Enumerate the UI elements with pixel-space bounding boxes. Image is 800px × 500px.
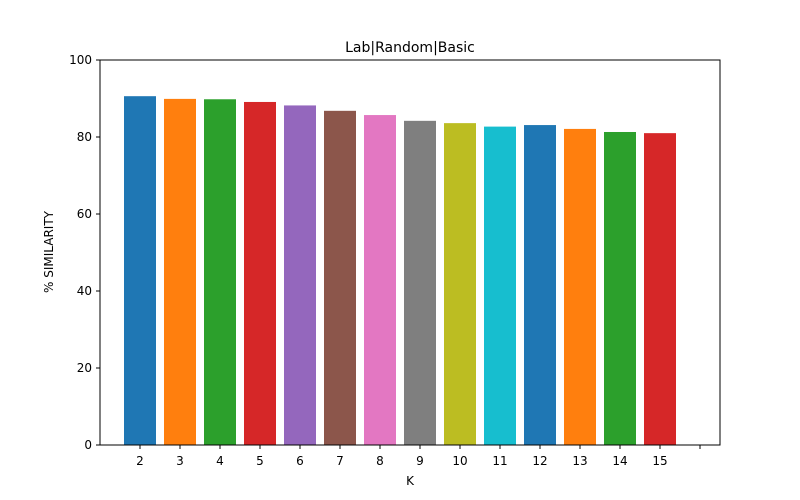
y-tick-label: 100: [69, 53, 92, 67]
y-tick-label: 20: [77, 361, 92, 375]
bar-k-14: [604, 131, 636, 445]
bar-k-12: [524, 125, 556, 445]
y-axis-ticks: 0 20 40 60 80 100: [69, 53, 100, 452]
bar-k-13: [564, 128, 596, 446]
x-tick-label: 15: [652, 454, 667, 468]
x-axis-ticks: 2 3 4 5 6 7 8 9 10 11 12 13 14 15: [136, 445, 701, 468]
bar-k-6: [284, 105, 316, 446]
bar-k-2: [124, 96, 156, 445]
y-tick-label: 60: [77, 207, 92, 221]
bar-k-11: [484, 126, 516, 445]
x-tick-label: 4: [216, 454, 224, 468]
chart-title: Lab|Random|Basic: [345, 40, 475, 56]
x-tick-label: 10: [452, 454, 467, 468]
y-tick-label: 0: [84, 438, 92, 452]
y-tick-label: 80: [77, 130, 92, 144]
x-tick-label: 7: [336, 454, 344, 468]
x-tick-label: 2: [136, 454, 144, 468]
y-axis-label: % SIMILARITY: [42, 210, 56, 293]
x-tick-label: 6: [296, 454, 304, 468]
x-tick-label: 14: [612, 454, 627, 468]
x-tick-label: 5: [256, 454, 264, 468]
x-tick-label: 12: [532, 454, 547, 468]
bar-k-9: [404, 120, 436, 445]
bar-k-15: [644, 133, 676, 445]
bar-k-8: [364, 115, 396, 446]
bar-k-5: [244, 101, 276, 445]
x-tick-label: 13: [572, 454, 587, 468]
x-axis-label: K: [406, 474, 415, 488]
bar-k-3: [164, 98, 196, 445]
x-tick-label: 3: [176, 454, 184, 468]
x-tick-label: 11: [492, 454, 507, 468]
bar-k-10: [444, 123, 476, 445]
y-tick-label: 40: [77, 284, 92, 298]
bar-k-7: [324, 110, 356, 445]
bars-group: [124, 96, 676, 446]
x-tick-label: 9: [416, 454, 424, 468]
plot-frame: [99, 59, 721, 446]
x-tick-label: 8: [376, 454, 384, 468]
bar-k-4: [204, 99, 236, 446]
